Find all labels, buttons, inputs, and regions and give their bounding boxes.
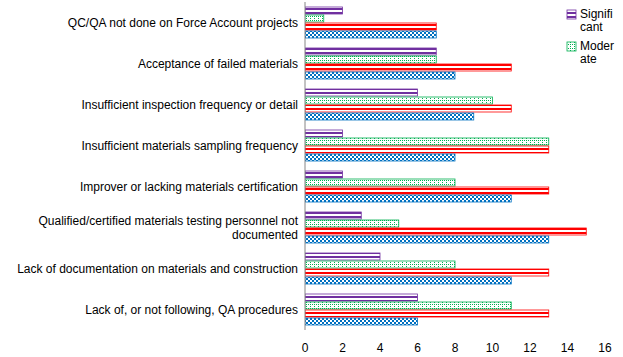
bar xyxy=(305,179,455,186)
bar xyxy=(305,64,511,71)
bar xyxy=(305,72,455,79)
category-label: Insufficient materials sampling frequenc… xyxy=(81,139,298,153)
category-label: Acceptance of failed materials xyxy=(138,57,298,71)
x-tick-label: 10 xyxy=(486,341,500,355)
x-tick-label: 16 xyxy=(598,341,612,355)
legend-label-line: Moder xyxy=(580,39,614,53)
x-tick-label: 8 xyxy=(452,341,459,355)
legend-label-line: cant xyxy=(580,20,603,34)
legend-label: Moderate xyxy=(580,39,614,66)
bar xyxy=(305,23,436,30)
bar xyxy=(305,212,361,219)
bar xyxy=(305,228,586,235)
category-label-line: QC/QA not done on Force Account projects xyxy=(68,16,298,30)
legend-swatch xyxy=(567,10,576,19)
bar xyxy=(305,130,343,137)
legend-label-line: Signifi xyxy=(580,7,613,21)
category-label-line: Acceptance of failed materials xyxy=(138,57,298,71)
x-tick-label: 12 xyxy=(523,341,537,355)
bar xyxy=(305,31,436,38)
x-tick-label: 14 xyxy=(561,341,575,355)
bar xyxy=(305,56,436,63)
bar xyxy=(305,154,455,161)
chart: 0 2 4 6 8 10 12 14 16 QC/QA not done on Force Acc… xyxy=(0,0,623,357)
bar xyxy=(305,261,455,268)
category-label-line: Insufficient materials sampling frequenc… xyxy=(81,139,298,153)
bar xyxy=(305,171,343,178)
legend-swatch xyxy=(567,42,576,51)
bar xyxy=(305,89,418,96)
category-label: Lack of, or not following, QA procedures xyxy=(85,303,298,317)
category-label-line: Improver or lacking materials certificat… xyxy=(80,180,298,194)
bar xyxy=(305,113,474,120)
bar xyxy=(305,302,511,309)
x-tick-label: 2 xyxy=(339,341,346,355)
x-tick-label: 6 xyxy=(414,341,421,355)
category-label: QC/QA not done on Force Account projects xyxy=(68,16,298,30)
category-label-line: Insufficient inspection frequency or det… xyxy=(81,98,298,112)
bar xyxy=(305,105,511,112)
bar xyxy=(305,310,549,317)
legend-label-line: ate xyxy=(580,52,597,66)
bar xyxy=(305,253,380,260)
category-label-line: Lack of documentation on materials and c… xyxy=(17,262,298,276)
bar xyxy=(305,269,549,276)
legend-label: Significant xyxy=(580,7,613,34)
bar xyxy=(305,294,418,301)
bar xyxy=(305,187,549,194)
x-tick-label: 4 xyxy=(377,341,384,355)
category-label: Qualified/certified materials testing pe… xyxy=(39,214,299,242)
y-axis-line xyxy=(305,2,306,330)
bar xyxy=(305,7,343,14)
bar xyxy=(305,195,511,202)
category-label-line: Lack of, or not following, QA procedures xyxy=(85,303,298,317)
bar xyxy=(305,48,436,55)
category-label: Improver or lacking materials certificat… xyxy=(80,180,298,194)
category-label-line: documented xyxy=(232,228,298,242)
bar xyxy=(305,15,324,22)
bars xyxy=(305,7,586,325)
bar xyxy=(305,138,549,145)
bar xyxy=(305,220,399,227)
bar xyxy=(305,146,549,153)
category-label: Insufficient inspection frequency or det… xyxy=(81,98,298,112)
x-tick-label: 0 xyxy=(302,341,309,355)
bar xyxy=(305,97,493,104)
bar xyxy=(305,236,549,243)
category-label: Lack of documentation on materials and c… xyxy=(17,262,298,276)
bar xyxy=(305,277,511,284)
category-label-line: Qualified/certified materials testing pe… xyxy=(39,214,299,228)
bar xyxy=(305,318,418,325)
